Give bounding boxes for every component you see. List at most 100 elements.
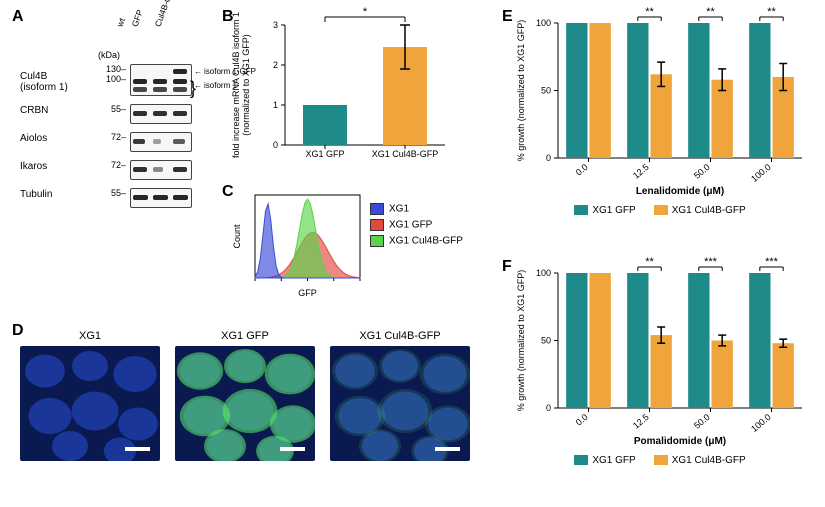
svg-text:**: ** <box>645 6 654 18</box>
wb-mw-label: 72– <box>102 160 126 170</box>
microscopy-label: XG1 GFP <box>175 330 315 342</box>
svg-text:***: *** <box>765 256 779 268</box>
svg-text:0: 0 <box>273 140 278 150</box>
svg-text:Lenalidomide (μM): Lenalidomide (μM) <box>636 186 724 197</box>
scale-bar-icon <box>435 447 460 451</box>
svg-text:50.0: 50.0 <box>692 412 712 431</box>
panel-d-microscopy: XG1 XG1 GFP XG1 Cul4B-GFP <box>20 330 470 490</box>
wb-band <box>133 111 147 116</box>
panel-c-flow-histogram: Count GFP XG1 XG1 GFP XG1 Cul4B-GFP <box>230 185 475 305</box>
wb-band <box>173 69 187 74</box>
svg-text:% growth (normalized to XG1 GF: % growth (normalized to XG1 GFP) <box>516 20 526 162</box>
panel-f-bar-chart: 0 50 100 % growth (normalized to XG1 GFP) Po… <box>510 255 810 490</box>
microscopy-panel: XG1 <box>20 330 160 461</box>
wb-row-label: Ikaros <box>20 161 102 172</box>
wb-band <box>173 195 188 200</box>
panel-a-western-blot: wtGFPCul4B-GFP(kDa)Cul4B(isoform 1)130–1… <box>20 20 215 310</box>
wb-row-label: Tubulin <box>20 189 102 200</box>
wb-band <box>133 139 145 144</box>
panel-b-bar-chart: 0 1 2 3 fold increase mRNA Cul4B isoform 1(n… <box>230 5 455 175</box>
legend-label: XG1 GFP <box>592 455 635 466</box>
wb-band-box <box>130 160 192 180</box>
legend-swatch-icon <box>574 455 588 465</box>
wb-lane-label: Cul4B-GFP <box>153 0 177 28</box>
svg-text:**: ** <box>767 6 776 18</box>
microscopy-label: XG1 Cul4B-GFP <box>330 330 470 342</box>
wb-band <box>153 79 167 84</box>
wb-band <box>153 111 167 116</box>
flow-legend-item: XG1 Cul4B-GFP <box>370 235 463 247</box>
svg-text:2: 2 <box>273 60 278 70</box>
svg-text:XG1 Cul4B-GFP: XG1 Cul4B-GFP <box>372 149 439 159</box>
legend-label: XG1 Cul4B-GFP <box>672 455 746 466</box>
flow-legend-item: XG1 GFP <box>370 219 463 231</box>
svg-text:12.5: 12.5 <box>631 162 651 181</box>
wb-band <box>153 195 168 200</box>
svg-text:**: ** <box>645 256 654 268</box>
wb-brace-icon: } <box>190 78 196 99</box>
svg-text:Count: Count <box>232 224 242 249</box>
wb-row-label: Cul4B(isoform 1) <box>20 71 102 93</box>
svg-text:100.0: 100.0 <box>749 412 773 434</box>
microscopy-image <box>330 346 470 461</box>
microscopy-label: XG1 <box>20 330 160 342</box>
wb-row-label: CRBN <box>20 105 102 116</box>
panel-b-svg: 0 1 2 3 fold increase mRNA Cul4B isoform 1(n… <box>230 5 455 175</box>
wb-band <box>133 167 147 172</box>
wb-band <box>153 139 161 144</box>
wb-mw-label: 130–100– <box>102 64 126 84</box>
svg-text:50.0: 50.0 <box>692 162 712 181</box>
wb-band-box <box>130 132 192 152</box>
wb-band <box>173 139 185 144</box>
svg-text:100: 100 <box>536 18 551 28</box>
svg-text:1: 1 <box>273 100 278 110</box>
series-legend-item: XG1 GFP <box>574 205 635 216</box>
svg-text:3: 3 <box>273 20 278 30</box>
legend-swatch-icon <box>370 219 384 231</box>
svg-text:fold increase mRNA Cul4B isofo: fold increase mRNA Cul4B isoform 1(norma… <box>231 12 251 158</box>
panel-c-legend: XG1 XG1 GFP XG1 Cul4B-GFP <box>370 203 463 251</box>
wb-mw-label: 55– <box>102 104 126 114</box>
wb-band <box>173 167 187 172</box>
series-legend-item: XG1 Cul4B-GFP <box>654 205 746 216</box>
microscopy-image <box>175 346 315 461</box>
svg-text:% growth (normalized to XG1 GF: % growth (normalized to XG1 GFP) <box>516 270 526 412</box>
svg-text:0.0: 0.0 <box>574 162 590 178</box>
svg-text:*: * <box>363 6 368 18</box>
wb-band <box>173 79 187 84</box>
svg-text:50: 50 <box>541 336 551 346</box>
svg-text:GFP: GFP <box>298 288 317 298</box>
wb-kda-header: (kDa) <box>98 50 120 60</box>
svg-text:0: 0 <box>546 403 551 413</box>
wb-band <box>153 87 167 92</box>
scale-bar-icon <box>125 447 150 451</box>
svg-text:0.0: 0.0 <box>574 412 590 428</box>
microscopy-panel: XG1 GFP <box>175 330 315 461</box>
figure-root: A B C D E F wtGFPCul4B-GFP(kDa)Cul4B(iso… <box>0 0 825 507</box>
panel-f-svg: 0 50 100 % growth (normalized to XG1 GFP) Po… <box>510 255 810 450</box>
wb-band-box <box>130 64 192 96</box>
legend-swatch-icon <box>654 205 668 215</box>
svg-text:0: 0 <box>546 153 551 163</box>
svg-text:12.5: 12.5 <box>631 412 651 431</box>
wb-band <box>133 79 147 84</box>
wb-lane-label: wt <box>115 17 127 28</box>
svg-text:***: *** <box>704 256 718 268</box>
wb-band-box <box>130 188 192 208</box>
legend-label: XG1 Cul4B-GFP <box>389 236 463 247</box>
legend-swatch-icon <box>654 455 668 465</box>
microscopy-panel: XG1 Cul4B-GFP <box>330 330 470 461</box>
wb-band <box>133 87 147 92</box>
microscopy-image <box>20 346 160 461</box>
series-legend-item: XG1 Cul4B-GFP <box>654 455 746 466</box>
svg-text:XG1 GFP: XG1 GFP <box>305 149 344 159</box>
svg-text:100.0: 100.0 <box>749 162 773 184</box>
wb-lane-label: GFP <box>129 8 144 28</box>
svg-text:100: 100 <box>536 268 551 278</box>
svg-text:Pomalidomide (μM): Pomalidomide (μM) <box>634 436 726 447</box>
legend-label: XG1 GFP <box>592 205 635 216</box>
legend-label: XG1 <box>389 204 409 215</box>
legend-swatch-icon <box>574 205 588 215</box>
flow-legend-item: XG1 <box>370 203 463 215</box>
panel-e-svg: 050100% growth (normalized to XG1 GFP)Le… <box>510 5 810 200</box>
